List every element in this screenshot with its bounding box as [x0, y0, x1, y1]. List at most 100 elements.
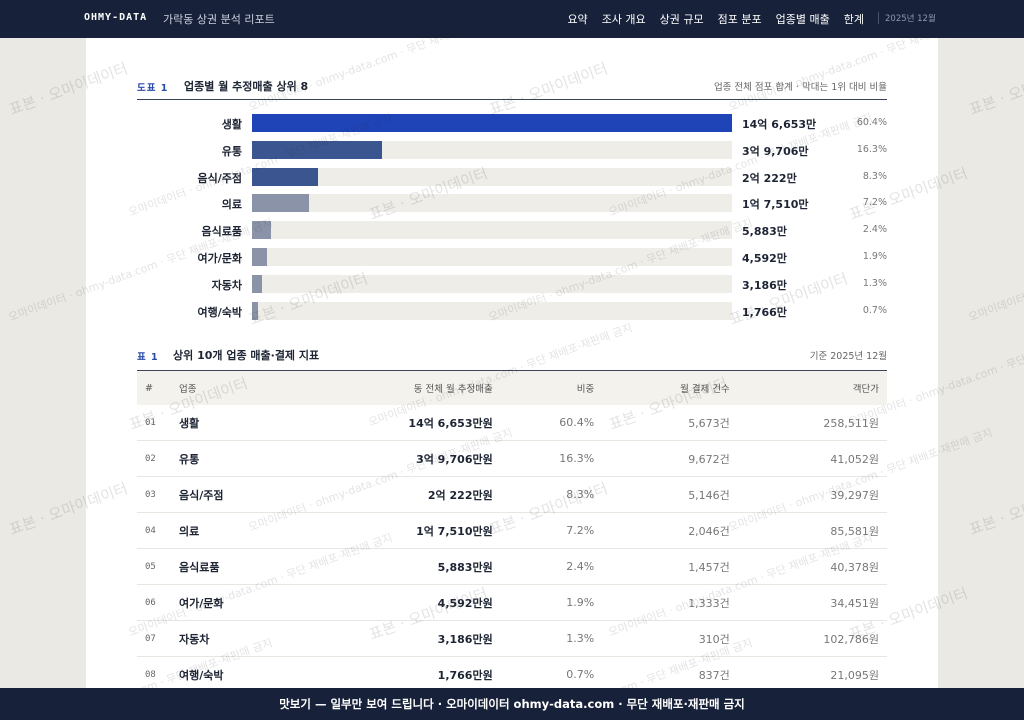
table-cell: 음식/주점 — [178, 476, 286, 513]
bar — [252, 301, 258, 320]
figure-label: 도표 1 — [137, 83, 169, 94]
bar — [252, 194, 310, 213]
report-body: 도표 1 업종별 월 추정매출 상위 8 업종 전체 점포 합계 · 막대는 1… — [86, 38, 938, 693]
table-cell: 16.3% — [500, 440, 603, 477]
table-cell: 03 — [137, 476, 178, 513]
table-cell: 102,786원 — [737, 620, 887, 657]
table-title: 상위 10개 업종 매출·결제 지표 — [173, 349, 320, 362]
bar-track — [252, 194, 732, 213]
table-cell: 5,673건 — [602, 405, 738, 441]
nav-link[interactable]: 한계 — [843, 13, 864, 26]
value-label: 1,766만 — [742, 305, 787, 319]
column-header: 업종 — [178, 370, 286, 405]
table-cell: 유통 — [178, 440, 286, 477]
table-cell: 40,378원 — [737, 548, 887, 585]
table-cell: 의료 — [178, 512, 286, 549]
watermark: 오마이데이터 · ohmy-data.com · 무단 재배포·재판매 금지 — [606, 111, 874, 220]
nav-links: 요약 조사 개요 상권 규모 점포 분포 업종별 매출 한계 — [567, 11, 864, 27]
watermark: 표본 · 오마이데이터 — [366, 584, 490, 644]
table-row: 07 자동차 3,186만원 1.3% 310건 102,786원 — [137, 620, 887, 657]
table-cell: 1.9% — [500, 584, 603, 621]
table-cell: 생활 — [178, 405, 286, 441]
table-cell: 2.4% — [500, 548, 603, 585]
column-header: # — [137, 370, 178, 405]
table-cell: 14억 6,653만원 — [285, 405, 501, 441]
table-cell: 41,052원 — [737, 440, 887, 477]
bar — [252, 221, 272, 240]
category-label: 생활 — [221, 118, 242, 131]
category-label: 유통 — [221, 144, 242, 158]
watermark: 표본 · 오마이데이터 — [126, 374, 250, 434]
table-cell: 01 — [137, 405, 178, 441]
watermark: 표본 · 오마이데이터 — [966, 59, 1024, 119]
figure-note: 업종 전체 점포 합계 · 막대는 1위 대비 비율 — [713, 82, 887, 93]
bar-track — [252, 274, 732, 293]
table-cell: 07 — [137, 620, 178, 657]
bar-track — [252, 114, 732, 132]
rule — [137, 99, 887, 100]
share-label: 2.4% — [862, 224, 887, 236]
watermark: 오마이데이터 · ohmy-data.com · 무단 재배포·재판매 금지 — [246, 6, 514, 115]
table-row: 01 생활 14억 6,653만원 60.4% 5,673건 258,511원 — [137, 405, 887, 441]
watermark: 표본 · 오마이데이터 — [486, 479, 610, 539]
table-cell: 여행/숙박 — [178, 656, 286, 693]
bar-track — [252, 167, 732, 186]
category-label: 의료 — [221, 198, 242, 212]
table-cell: 0.7% — [500, 656, 603, 693]
watermark: 표본 · 오마이데이터 — [246, 269, 370, 329]
watermark: 오마이데이터 · ohmy-data.com · 무단 재배포·재판매 금지 — [6, 216, 274, 325]
bar — [252, 114, 732, 132]
table-cell: 5,883만원 — [285, 548, 501, 585]
value-label: 14억 6,653만 — [742, 118, 817, 131]
watermark: 오마이데이터 · ohmy-data.com · 무단 재배포·재판매 금지 — [126, 531, 394, 640]
value-label: 5,883만 — [742, 225, 787, 239]
table-cell: 21,095원 — [737, 656, 887, 693]
watermark: 오마이데이터 · ohmy-data.com · 무단 재배포·재판매 금지 — [726, 6, 994, 115]
table-cell: 자동차 — [178, 620, 286, 657]
table-row: 04 의료 1억 7,510만원 7.2% 2,046건 85,581원 — [137, 512, 887, 549]
watermark: 오마이데이터 · ohmy-data.com · 무단 재배포·재판매 금지 — [726, 426, 994, 535]
table-cell: 2억 222만원 — [285, 476, 501, 513]
category-label: 음식료품 — [201, 225, 242, 239]
watermark: 표본 · 오마이데이터 — [486, 59, 610, 119]
table-body: 01 생활 14억 6,653만원 60.4% 5,673건 258,511원 02 유통 3억… — [137, 405, 887, 693]
table-cell: 60.4% — [500, 405, 603, 441]
header-row: # 업종 동 전체 월 추정매출 비중 월 결제 건수 객단가 — [137, 370, 887, 405]
table-cell: 34,451원 — [737, 584, 887, 621]
brand[interactable]: OHMY-DATA — [84, 12, 148, 23]
footer-banner: 맛보기 — 일부만 보여 드립니다 · 오마이데이터 ohmy-data.com… — [0, 688, 1024, 720]
table-cell: 9,672건 — [602, 440, 738, 477]
table-cell: 310건 — [602, 620, 738, 657]
nav-link[interactable]: 요약 — [567, 13, 588, 26]
bar — [252, 140, 382, 159]
nav-link[interactable]: 상권 규모 — [659, 13, 704, 26]
nav-link[interactable]: 점포 분포 — [717, 13, 762, 26]
watermark: 표본 · 오마이데이터 — [846, 164, 970, 224]
table-row: 05 음식료품 5,883만원 2.4% 1,457건 40,378원 — [137, 548, 887, 585]
value-label: 3억 9,706만 — [742, 144, 809, 158]
watermark: 오마이데이터 · ohmy-data.com · 무단 재배포·재판매 금지 — [246, 426, 514, 535]
value-label: 1억 7,510만 — [742, 198, 809, 212]
bar-track — [252, 221, 732, 240]
nav-link[interactable]: 업종별 매출 — [775, 13, 830, 26]
table-cell: 3,186만원 — [285, 620, 501, 657]
table-cell: 음식료품 — [178, 548, 286, 585]
watermark: 표본 · 오마이데이터 — [6, 59, 130, 119]
watermark: 오마이데이터 · ohmy-data.com · 무단 재배포·재판매 금지 — [846, 321, 1024, 430]
category-label: 여행/숙박 — [197, 305, 243, 319]
table-cell: 04 — [137, 512, 178, 549]
table-cell: 85,581원 — [737, 512, 887, 549]
table-label: 표 1 — [137, 352, 159, 363]
share-label: 8.3% — [862, 170, 887, 182]
column-header: 동 전체 월 추정매출 — [285, 370, 501, 405]
watermark: 오마이데이터 · ohmy-data.com · 무단 재배포·재판매 금지 — [366, 321, 634, 430]
metrics-table: # 업종 동 전체 월 추정매출 비중 월 결제 건수 객단가 01 생활 14억 6,653… — [137, 370, 887, 693]
share-label: 0.7% — [862, 304, 887, 316]
table-cell: 2,046건 — [602, 512, 738, 549]
bar — [252, 167, 319, 186]
figure-title: 업종별 월 추정매출 상위 8 — [184, 80, 309, 93]
watermark: 표본 · 오마이데이터 — [366, 164, 490, 224]
nav-link[interactable]: 조사 개요 — [601, 13, 646, 26]
table-row: 06 여가/문화 4,592만원 1.9% 1,333건 34,451원 — [137, 584, 887, 621]
